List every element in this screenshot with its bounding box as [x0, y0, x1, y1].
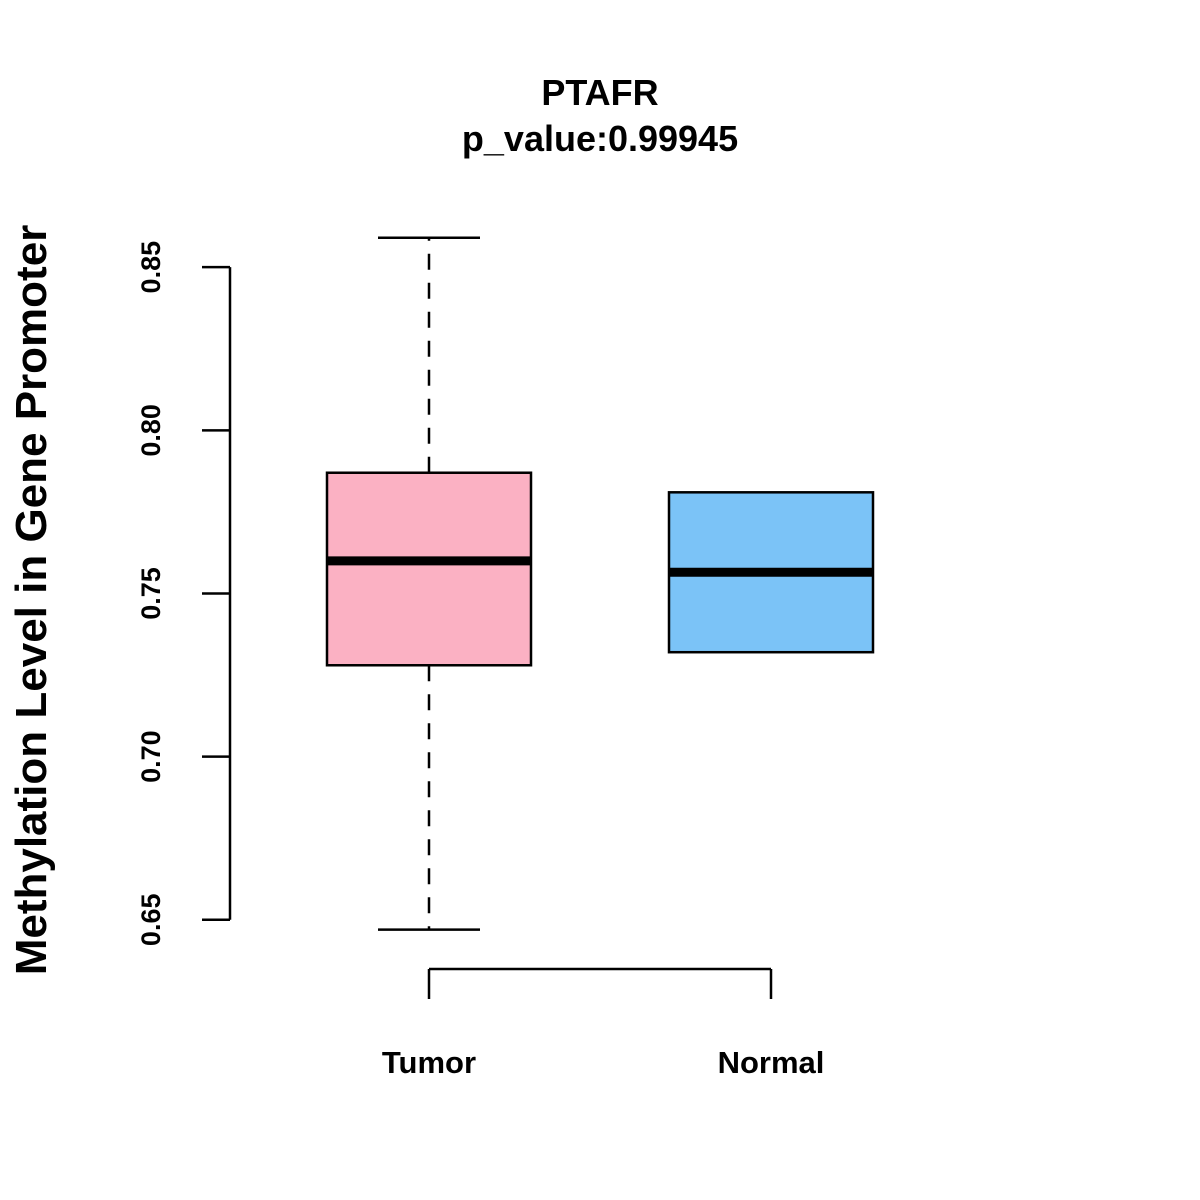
x-tick-label: Normal	[718, 1045, 825, 1080]
chart-subtitle: p_value:0.99945	[462, 118, 738, 159]
y-tick-label: 0.85	[136, 241, 166, 294]
y-tick-label: 0.70	[136, 730, 166, 783]
box-normal	[667, 491, 875, 654]
iqr-box	[325, 471, 533, 667]
boxes	[325, 236, 875, 931]
y-axis: 0.65 0.70 0.75 0.80 0.85	[136, 241, 232, 947]
x-tick-label: Tumor	[382, 1045, 476, 1080]
box-tumor	[325, 236, 533, 931]
y-tick-label: 0.75	[136, 567, 166, 620]
y-axis-label: Methylation Level in Gene Promoter	[7, 225, 56, 976]
y-tick-label: 0.80	[136, 404, 166, 457]
chart-title: PTAFR	[541, 72, 658, 113]
x-axis: Tumor Normal	[382, 967, 825, 1080]
y-tick-label: 0.65	[136, 894, 166, 947]
